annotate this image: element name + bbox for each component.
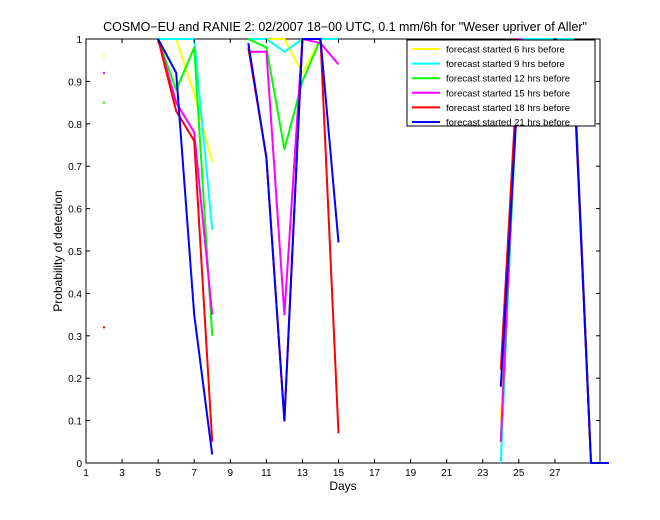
legend-items: forecast started 6 hrs before forecast st…: [412, 45, 570, 129]
x-tick-label: 13: [297, 468, 309, 479]
y-tick-label: 0.5: [68, 247, 82, 258]
series-line: [157, 38, 214, 315]
x-tick-label: 3: [119, 468, 125, 479]
series-line: [247, 38, 322, 151]
legend-label: forecast started 15 hrs before: [446, 88, 570, 99]
series-point: [102, 71, 106, 75]
y-tick-label: 0.9: [68, 77, 82, 88]
series-point: [102, 101, 106, 104]
x-tick-label: 25: [513, 468, 525, 479]
x-axis-label: Days: [329, 479, 356, 493]
x-tick-label: 5: [155, 468, 161, 479]
axis-layer: 1 3 5 7 9 11 13 15 17 19 21 23 25 2700.10.20.30.40.50…: [68, 35, 600, 479]
y-tick-label: 1: [76, 35, 82, 46]
series-line: [248, 38, 339, 53]
series-line: [248, 38, 340, 316]
y-tick-label: 0.8: [68, 120, 82, 131]
legend-label: forecast started 21 hrs before: [446, 118, 570, 129]
series-point: [102, 326, 106, 329]
y-tick-label: 0.2: [68, 374, 82, 385]
y-tick-label: 0.6: [68, 205, 82, 216]
y-tick-label: 0.4: [68, 289, 82, 300]
series-line: [247, 38, 340, 422]
y-tick-label: 0.1: [68, 417, 82, 428]
x-tick-label: 1: [83, 468, 89, 479]
x-tick-label: 17: [369, 468, 381, 479]
y-tick-label: 0: [76, 459, 82, 470]
chart-title: COSMO−EU and RANIE 2: 02/2007 18−00 UTC,…: [103, 20, 587, 34]
x-tick-label: 21: [441, 468, 453, 479]
x-tick-label: 15: [333, 468, 345, 479]
legend-label: forecast started 18 hrs before: [446, 103, 570, 114]
x-tick-label: 7: [191, 468, 197, 479]
x-tick-label: 11: [261, 468, 272, 479]
y-axis-label: Probability of detection: [51, 190, 65, 311]
series-line: [158, 38, 214, 230]
legend-label: forecast started 9 hrs before: [446, 59, 565, 70]
series-line: [157, 38, 214, 455]
legend-label: forecast started 6 hrs before: [446, 45, 565, 56]
legend-label: forecast started 12 hrs before: [446, 74, 570, 85]
x-tick-label: 9: [227, 468, 233, 479]
x-tick-label: 19: [405, 468, 417, 479]
legend-box: [406, 39, 596, 127]
series-line: [157, 38, 214, 442]
y-tick-label: 0.3: [68, 332, 82, 343]
x-tick-label: 27: [549, 468, 561, 479]
y-tick-label: 0.7: [68, 162, 82, 173]
legend: forecast started 6 hrs before forecast st…: [406, 39, 596, 129]
series-line: [157, 38, 214, 336]
series-point: [102, 54, 106, 58]
x-tick-label: 23: [477, 468, 489, 479]
